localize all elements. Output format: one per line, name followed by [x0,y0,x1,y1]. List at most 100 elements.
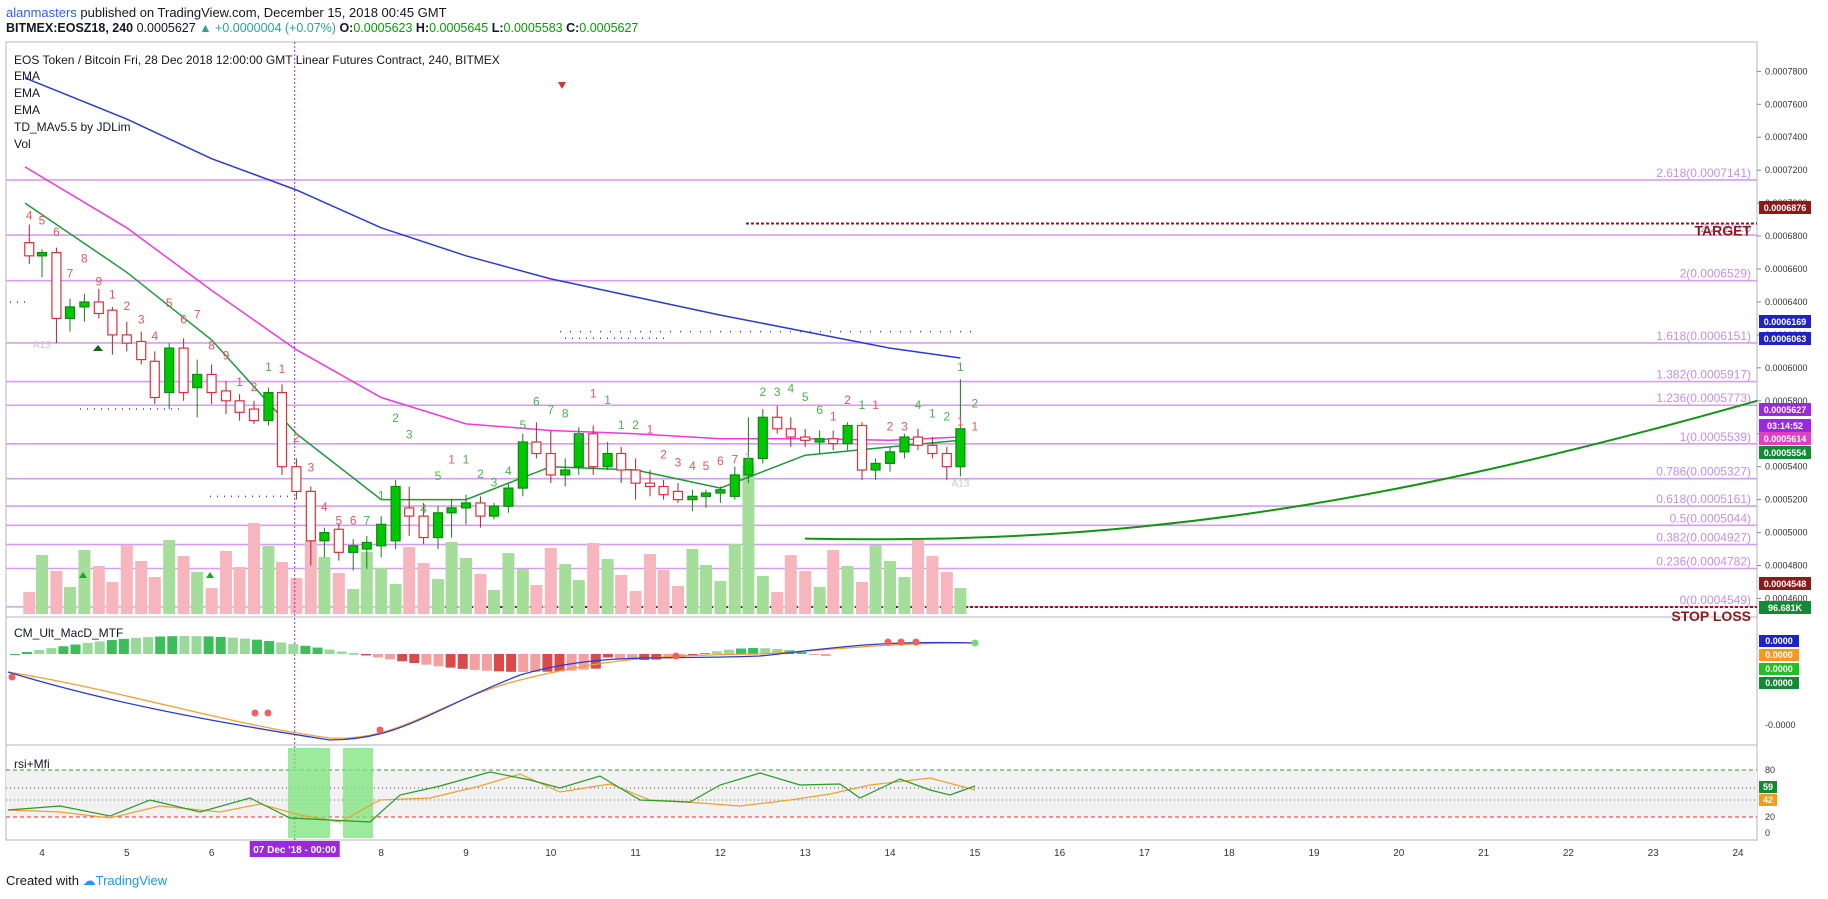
crosshair-date-text: 07 Dec '18 - 00:00 [253,845,336,856]
td-count-number: 1 [618,418,625,432]
high-value: 0.0005645 [429,21,489,35]
candle-body [220,390,232,402]
macd-histogram-bar [397,654,408,662]
macd-histogram-bar [179,636,190,654]
candle-body [36,251,48,257]
macd-pane-label[interactable]: CM_Ult_MacD_MTF [14,626,124,640]
macd-histogram-bar [58,646,69,654]
macd-histogram-bar [409,654,420,664]
candle-body [107,309,118,336]
macd-histogram-bar [155,636,166,654]
candle-body [602,452,613,468]
td-count-number: 1 [590,387,597,401]
y-tick-label: 0.0007200 [1765,165,1808,175]
volume-bar [911,540,924,614]
volume-bar [841,566,854,614]
y-tick-label: 0.0007400 [1765,132,1808,142]
x-tick-label: 14 [884,848,896,859]
price-tag: 0.0005614 [1759,432,1811,445]
td-count-number: 4 [321,500,328,514]
projection-curve [804,399,1758,541]
volume-bar [36,555,48,614]
author-link[interactable]: alanmasters [6,5,77,20]
legend-ema-3[interactable]: EMA [14,103,41,117]
td-count-number: 4 [689,459,696,473]
crosshair-date-tag: 07 Dec '18 - 00:00 [249,841,340,857]
price-tag: 03:14:52 [1759,419,1811,432]
y-tick-label: 0.0006400 [1765,297,1808,307]
candle-body [856,424,868,471]
candle-body [870,462,881,471]
y-tick-label: 0.0005000 [1765,528,1808,538]
candle-body [912,436,924,446]
td-count-number: 1 [604,393,611,407]
y-tick-label: 0.0007600 [1765,99,1808,109]
td-count-number: 5 [166,296,173,310]
x-tick-label: 19 [1308,848,1320,859]
candle-body [828,438,839,445]
macd-histogram-bar [457,654,468,669]
candle-body [573,433,584,468]
macd-histogram-bar [239,638,250,654]
candle-body [658,485,669,496]
legend-td-indicator[interactable]: TD_MAv5.5 by JDLim [14,120,131,134]
candle-body [136,340,147,361]
legend-ema-2[interactable]: EMA [14,86,41,100]
td-count-number: 2 [392,411,399,425]
td-count-number: 6 [816,403,823,417]
legend-ema-1[interactable]: EMA [14,69,41,83]
price-tag-text: 0.0005627 [1764,405,1807,415]
td-count-number: 2 [632,418,639,432]
macd-line [7,641,976,741]
td-count-number: 1 [279,362,286,376]
x-tick-label: 16 [1054,848,1066,859]
macd-histogram-bar [360,654,371,656]
volume-bar [502,553,515,614]
tradingview-logo-icon[interactable]: ☁ [82,873,96,888]
td-count-number: 8 [208,339,215,353]
y-tick-label: 0.0005200 [1765,495,1808,505]
td-count-number: 5 [519,418,526,432]
volume-bar [784,555,797,614]
volume-bar [559,564,572,614]
macd-histogram-bar [118,638,129,654]
candle-body [79,301,90,308]
macd-histogram-bar [191,636,202,654]
macd-histogram-bar [215,636,226,654]
price-tag-bg [1759,201,1811,214]
rsi-tick-label: 80 [1765,765,1775,775]
volume-bar [699,565,712,614]
td-count-number: 5 [435,469,442,483]
volume-bar [78,550,91,614]
candle-body [348,545,359,553]
volume-bar [50,571,63,614]
price-tag-text: 0.0006876 [1764,203,1807,213]
macd-cross-dot [897,638,905,646]
volume-bar [375,568,388,614]
tradingview-brand[interactable]: TradingView [95,873,168,888]
volume-bar [275,562,288,614]
candle-body [687,495,698,501]
volume-bar [856,582,869,614]
rsi-pane-label[interactable]: rsi+Mfi [14,757,50,771]
td-count-number: 1 [647,423,654,437]
volume-bar [714,581,727,614]
volume-bar [629,591,642,614]
macd-cross-dot [8,673,16,681]
x-tick-label: 11 [630,848,641,859]
td-count-number: 6 [533,395,540,409]
fib-level-label: 0.236(0.0004782) [1656,554,1751,568]
price-tag: 0.0005554 [1759,446,1811,459]
candle-body [24,242,35,257]
macd-histogram-bar [566,654,577,671]
macd-histogram-bar [167,636,178,654]
macd-tag-bg [1759,663,1799,675]
td-count-number: 1 [109,288,116,302]
volume-bar [657,570,670,614]
symbol-name: BITMEX:EOSZ18, 240 [6,21,134,35]
td-count-number: 5 [39,214,46,228]
volume-bar [601,559,614,614]
legend-volume[interactable]: Vol [14,137,31,151]
td-count-number: 1 [448,452,455,466]
